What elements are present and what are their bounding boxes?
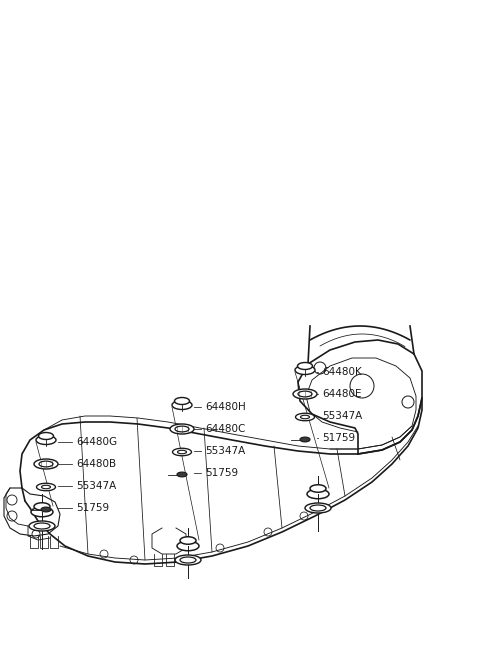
Ellipse shape <box>305 503 331 513</box>
Ellipse shape <box>38 432 53 440</box>
Text: 64480C: 64480C <box>205 424 245 434</box>
Ellipse shape <box>296 413 314 420</box>
Ellipse shape <box>34 459 58 469</box>
Text: 55347A: 55347A <box>322 411 362 421</box>
Ellipse shape <box>41 507 51 512</box>
Ellipse shape <box>175 398 190 405</box>
Ellipse shape <box>172 401 192 409</box>
Ellipse shape <box>175 555 201 565</box>
Text: 51759: 51759 <box>205 468 238 478</box>
Ellipse shape <box>293 389 317 399</box>
Ellipse shape <box>178 450 187 454</box>
Ellipse shape <box>180 537 196 544</box>
Text: 55347A: 55347A <box>205 446 245 456</box>
Text: 64480E: 64480E <box>322 389 361 399</box>
Ellipse shape <box>310 505 326 511</box>
Ellipse shape <box>29 521 55 531</box>
Text: 64480G: 64480G <box>76 437 117 447</box>
Ellipse shape <box>300 415 310 419</box>
Ellipse shape <box>300 437 310 442</box>
Ellipse shape <box>172 448 192 456</box>
Ellipse shape <box>41 485 50 489</box>
Text: 64480B: 64480B <box>76 459 116 469</box>
Ellipse shape <box>34 502 50 510</box>
Ellipse shape <box>298 391 312 397</box>
Ellipse shape <box>39 461 53 467</box>
Ellipse shape <box>177 472 187 477</box>
Ellipse shape <box>31 507 53 517</box>
Ellipse shape <box>307 489 329 499</box>
Ellipse shape <box>295 365 315 375</box>
Text: 51759: 51759 <box>322 433 355 443</box>
Ellipse shape <box>34 523 50 529</box>
Text: 64480H: 64480H <box>205 402 246 412</box>
Ellipse shape <box>310 485 326 492</box>
Ellipse shape <box>36 483 56 491</box>
Ellipse shape <box>170 424 194 434</box>
Ellipse shape <box>36 436 56 445</box>
Ellipse shape <box>175 426 189 432</box>
Ellipse shape <box>180 557 196 563</box>
Text: 51759: 51759 <box>76 503 109 513</box>
Text: 55347A: 55347A <box>76 481 116 491</box>
Text: 64480K: 64480K <box>322 367 362 377</box>
Ellipse shape <box>177 541 199 551</box>
Ellipse shape <box>298 363 312 369</box>
